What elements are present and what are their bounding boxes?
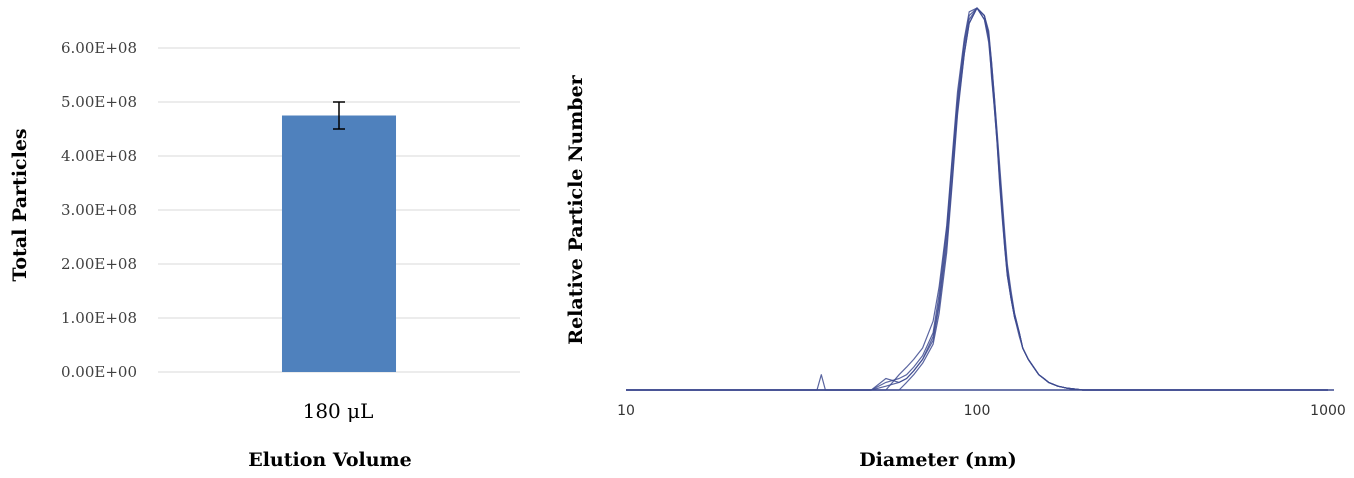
size-distribution-x-ticks: 10 100 1000 xyxy=(617,403,1346,419)
distribution-line xyxy=(626,7,1328,391)
bar-chart-y-axis-title: Total Particles xyxy=(9,128,31,281)
bar-chart: 0.00E+00 1.00E+08 2.00E+08 3.00E+08 4.00E+08… xyxy=(9,39,520,471)
y-tick-label: 1.00E+08 xyxy=(61,309,137,327)
x-tick-label: 1000 xyxy=(1310,403,1346,419)
x-tick-label: 10 xyxy=(617,403,635,419)
size-distribution-series xyxy=(626,7,1328,391)
bar-category-label: 180 μL xyxy=(303,399,374,423)
y-tick-label: 3.00E+08 xyxy=(61,201,137,219)
distribution-line xyxy=(626,7,1328,391)
bar-chart-x-axis-title: Elution Volume xyxy=(248,449,412,471)
bar-chart-bars xyxy=(281,115,397,372)
size-distribution-x-axis-title: Diameter (nm) xyxy=(859,449,1017,471)
y-tick-label: 5.00E+08 xyxy=(61,93,137,111)
y-tick-label: 2.00E+08 xyxy=(61,255,137,273)
bar xyxy=(281,115,397,372)
size-distribution-chart: 10 100 1000 Diameter (nm) Relative Particl… xyxy=(565,7,1346,471)
y-tick-label: 4.00E+08 xyxy=(61,147,137,165)
distribution-line xyxy=(626,7,1328,391)
bar-chart-y-ticks: 0.00E+00 1.00E+08 2.00E+08 3.00E+08 4.00E+08… xyxy=(61,39,137,381)
size-distribution-y-axis-title: Relative Particle Number xyxy=(565,74,587,344)
x-tick-label: 100 xyxy=(964,403,991,419)
bar-chart-error-bars xyxy=(333,101,345,130)
y-tick-label: 0.00E+00 xyxy=(61,363,137,381)
distribution-line xyxy=(626,7,1328,391)
distribution-line xyxy=(626,7,1328,391)
y-tick-label: 6.00E+08 xyxy=(61,39,137,57)
